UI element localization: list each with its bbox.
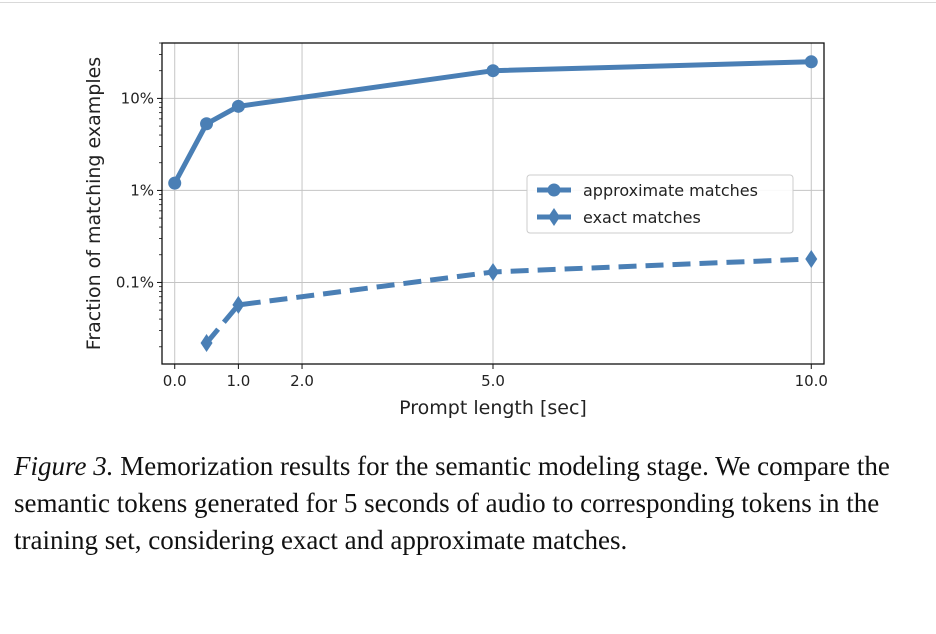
legend-marker xyxy=(547,183,561,197)
x-axis-label: Prompt length [sec] xyxy=(399,397,587,419)
exact-matches-series xyxy=(200,249,818,352)
data-point xyxy=(804,55,818,69)
top-divider xyxy=(0,2,936,3)
legend-label: exact matches xyxy=(583,208,701,227)
x-tick-label: 10.0 xyxy=(795,372,828,390)
caption-label: Figure 3. xyxy=(14,451,114,481)
caption-text: Memorization results for the semantic mo… xyxy=(14,451,890,555)
x-tick-label: 2.0 xyxy=(290,372,314,390)
legend-label: approximate matches xyxy=(583,181,758,200)
y-tick-label: 0.1% xyxy=(116,273,154,291)
data-point xyxy=(805,249,818,268)
approximate-matches-series xyxy=(168,55,818,190)
data-point xyxy=(168,176,182,190)
legend-marker xyxy=(548,208,560,226)
data-point xyxy=(200,117,214,131)
data-point xyxy=(231,99,245,113)
x-tick-label: 5.0 xyxy=(481,372,505,390)
data-point xyxy=(486,64,500,78)
figure-caption: Figure 3. Memorization results for the s… xyxy=(14,448,919,559)
x-tick-label: 1.0 xyxy=(226,372,250,390)
y-tick-label: 10% xyxy=(121,89,154,107)
data-point xyxy=(232,295,245,314)
y-axis-label: Fraction of matching examples xyxy=(83,57,105,350)
memorization-chart: 0.0 1.0 2.0 5.0 10.0 0.1% 1% 10% Prompt length [… xyxy=(83,42,828,419)
x-tick-label: 0.0 xyxy=(163,372,187,390)
data-point xyxy=(200,333,213,352)
data-point xyxy=(487,262,499,281)
legend: approximate matches exact matches xyxy=(526,174,794,234)
series-line xyxy=(204,256,812,345)
legend-box xyxy=(526,174,794,234)
y-tick-label: 1% xyxy=(130,181,154,199)
